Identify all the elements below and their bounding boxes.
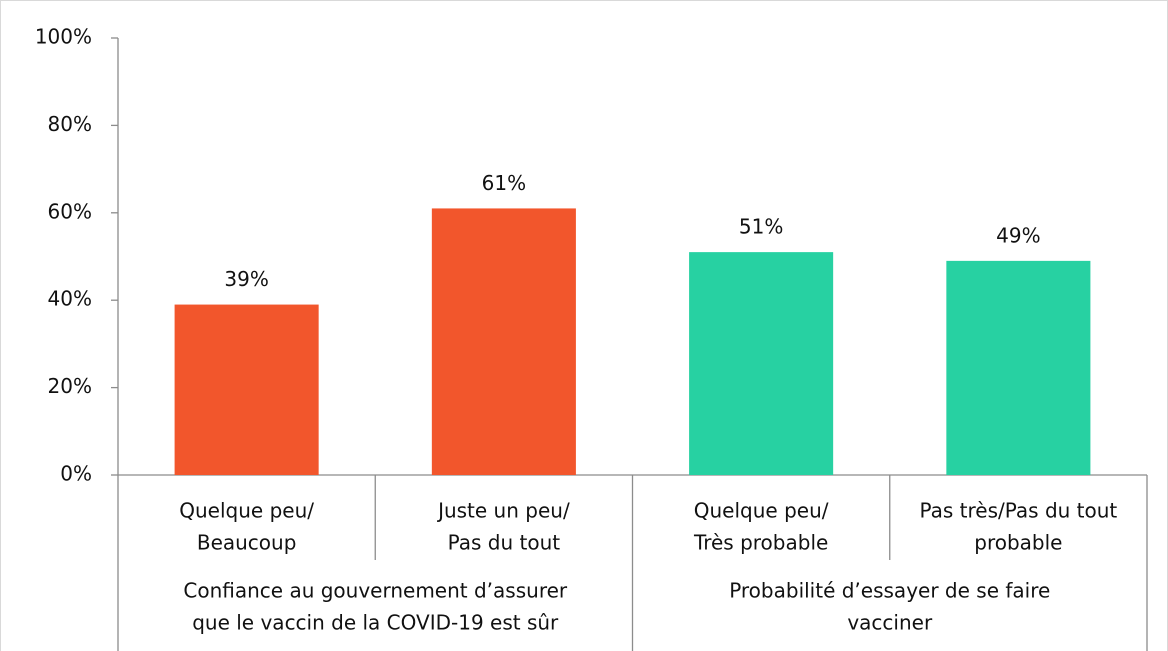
x-tick-label: Beaucoup <box>197 531 297 555</box>
x-tick-label: probable <box>974 531 1062 555</box>
bar <box>431 208 576 475</box>
y-tick-label: 60% <box>48 199 92 223</box>
value-label: 39% <box>224 267 268 291</box>
bar <box>946 260 1091 475</box>
value-label: 61% <box>482 171 526 195</box>
group-label: vacciner <box>847 611 933 635</box>
y-tick-label: 80% <box>48 112 92 136</box>
y-tick-label: 20% <box>48 374 92 398</box>
x-tick-label: Juste un peu/ <box>436 499 570 523</box>
x-tick-label: Très probable <box>693 531 828 555</box>
group-label: Confiance au gouvernement d’assurer <box>183 579 568 603</box>
group-label: que le vaccin de la COVID-19 est sûr <box>192 611 559 635</box>
bar <box>174 304 319 475</box>
value-label: 51% <box>739 215 783 239</box>
x-tick-label: Pas très/Pas du tout <box>919 499 1117 523</box>
bar <box>689 252 834 475</box>
x-tick-label: Quelque peu/ <box>179 499 314 523</box>
group-label: Probabilité d’essayer de se faire <box>729 579 1050 603</box>
y-tick-label: 0% <box>60 462 92 486</box>
x-tick-label: Quelque peu/ <box>694 499 829 523</box>
x-tick-label: Pas du tout <box>448 531 561 555</box>
value-label: 49% <box>996 223 1040 247</box>
y-tick-label: 40% <box>48 287 92 311</box>
y-tick-label: 100% <box>35 25 92 49</box>
